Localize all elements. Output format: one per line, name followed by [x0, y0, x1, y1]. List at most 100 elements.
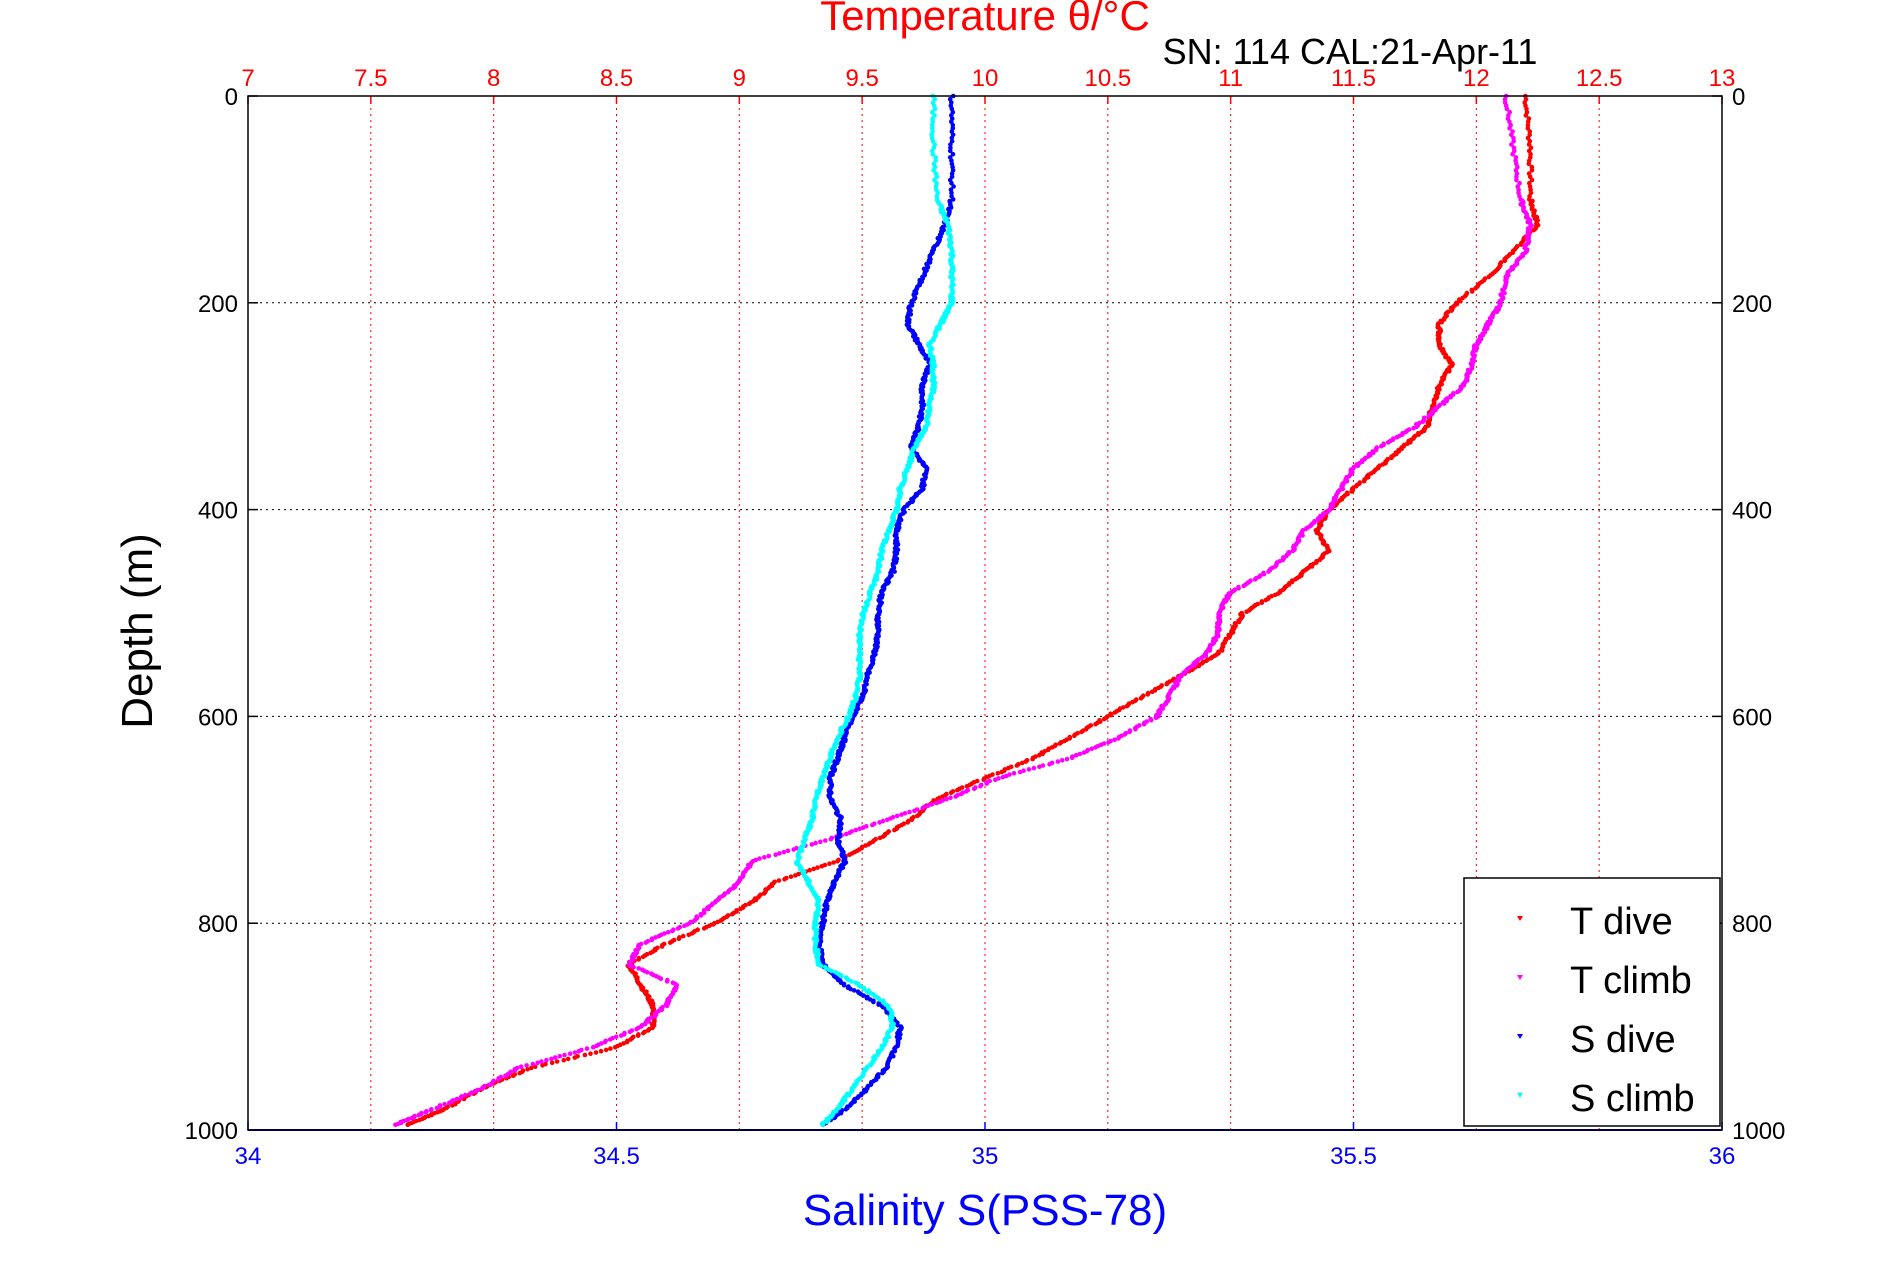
- data-point: [598, 1048, 604, 1054]
- data-point: [1325, 509, 1330, 515]
- data-point: [518, 1064, 524, 1069]
- data-point: [1263, 597, 1269, 603]
- data-point: [557, 1054, 563, 1059]
- data-point: [1516, 187, 1521, 192]
- data-point: [1261, 571, 1267, 577]
- data-point: [849, 979, 854, 984]
- left-tick-label: 600: [198, 704, 238, 731]
- data-point: [1074, 752, 1079, 758]
- data-point: [813, 840, 818, 846]
- data-point: [948, 790, 954, 795]
- data-point: [512, 1068, 518, 1073]
- data-point: [909, 817, 915, 823]
- data-point: [682, 923, 687, 929]
- data-point: [920, 805, 925, 811]
- data-point: [1006, 765, 1011, 771]
- data-point: [706, 906, 711, 912]
- data-point: [773, 852, 778, 857]
- series-s-dive: [816, 93, 956, 1128]
- top-tick-label: 11: [1218, 65, 1243, 92]
- data-point: [1290, 548, 1295, 554]
- data-point: [1441, 401, 1447, 406]
- data-point: [892, 569, 897, 574]
- data-point: [631, 964, 636, 970]
- data-point: [667, 940, 673, 945]
- bottom-tick-label: 34: [235, 1143, 262, 1170]
- data-point: [1355, 463, 1361, 469]
- data-point: [576, 1048, 582, 1054]
- data-point: [1447, 369, 1452, 374]
- data-point: [820, 1122, 826, 1128]
- data-point: [925, 803, 931, 808]
- data-point: [1236, 586, 1241, 591]
- data-point: [877, 997, 882, 1002]
- left-tick-label: 1000: [185, 1118, 238, 1145]
- data-point: [1093, 745, 1098, 750]
- data-point: [393, 1122, 398, 1128]
- data-point: [467, 1091, 473, 1097]
- chart-title-temperature: Temperature θ/°C: [820, 0, 1150, 39]
- data-point: [641, 1030, 646, 1036]
- data-point: [1525, 122, 1531, 128]
- data-point: [554, 1059, 560, 1064]
- top-tick-label: 9: [733, 65, 746, 92]
- data-point: [761, 891, 767, 896]
- data-point: [649, 937, 655, 943]
- right-tick-label: 1000: [1732, 1118, 1785, 1145]
- data-point: [930, 151, 936, 157]
- data-point: [857, 826, 862, 832]
- data-point: [915, 813, 920, 819]
- data-point: [949, 190, 954, 196]
- data-point: [848, 986, 853, 992]
- data-point: [964, 783, 970, 789]
- data-point: [1509, 132, 1514, 138]
- data-point: [1455, 389, 1460, 395]
- data-point: [636, 957, 642, 962]
- bottom-tick-label: 35.5: [1330, 1143, 1377, 1170]
- data-point: [1141, 721, 1147, 727]
- data-point: [535, 1060, 540, 1066]
- data-point: [1106, 740, 1111, 745]
- data-point: [1502, 290, 1507, 296]
- data-point: [1411, 425, 1416, 431]
- data-point: [510, 1073, 516, 1078]
- y-axis-label-depth: Depth (m): [113, 533, 162, 729]
- data-point: [1077, 751, 1083, 757]
- series-t-dive: [405, 93, 1541, 1128]
- data-point: [1089, 746, 1095, 751]
- data-point: [1059, 758, 1065, 763]
- data-point: [729, 911, 735, 917]
- data-point: [1030, 756, 1035, 762]
- data-point: [423, 1109, 429, 1115]
- data-point: [434, 1105, 440, 1111]
- data-point: [927, 260, 933, 265]
- data-point: [572, 1055, 578, 1060]
- data-point: [1031, 765, 1037, 771]
- data-point: [932, 106, 938, 112]
- data-point: [1047, 761, 1052, 767]
- data-point: [636, 966, 641, 971]
- data-point: [861, 993, 866, 998]
- data-point: [950, 151, 956, 157]
- data-point: [861, 986, 867, 992]
- data-point: [948, 795, 953, 801]
- legend-marker: [1517, 1034, 1523, 1039]
- data-point: [584, 1046, 590, 1051]
- data-point: [1244, 609, 1249, 614]
- data-point: [1525, 119, 1531, 125]
- data-point: [1458, 298, 1463, 304]
- data-point: [871, 999, 876, 1005]
- data-point: [664, 1003, 670, 1009]
- data-point: [627, 1029, 633, 1035]
- top-tick-label: 8.5: [600, 65, 633, 92]
- data-point: [528, 1065, 534, 1071]
- data-point: [1236, 619, 1242, 625]
- data-point: [1133, 727, 1138, 732]
- data-point: [899, 812, 904, 817]
- data-point: [1108, 712, 1114, 718]
- data-point: [454, 1096, 460, 1102]
- data-point: [1252, 577, 1258, 582]
- bottom-tick-label: 35: [972, 1143, 999, 1170]
- data-point: [1138, 696, 1144, 701]
- data-point: [1523, 113, 1529, 118]
